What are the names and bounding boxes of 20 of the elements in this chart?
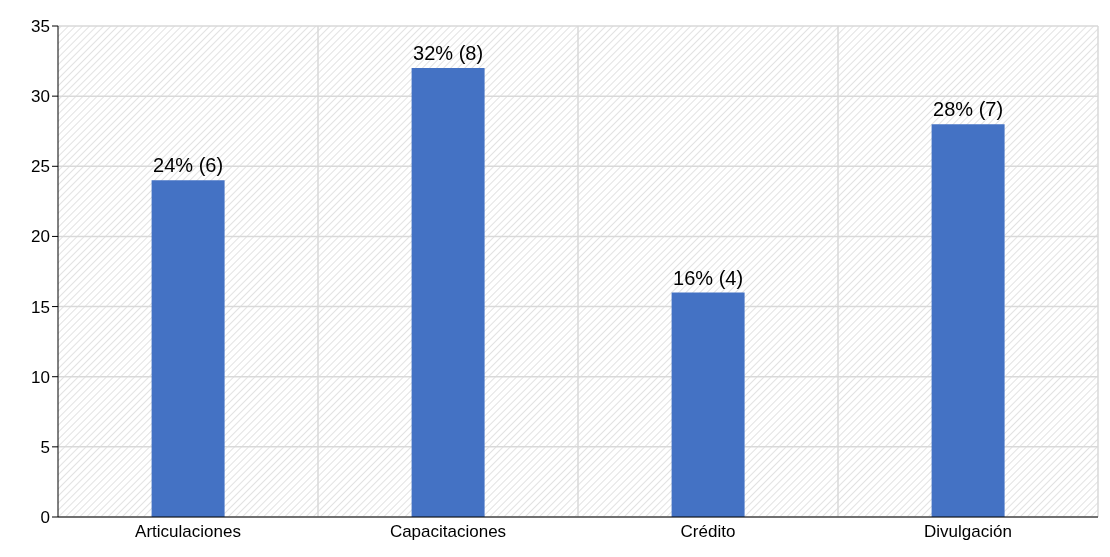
data-label: 32% (8) — [413, 42, 484, 65]
bar — [151, 180, 225, 517]
data-label: 16% (4) — [673, 266, 744, 289]
y-tick-label: 5 — [40, 437, 50, 457]
y-tick-label: 10 — [31, 367, 50, 387]
y-tick-label: 35 — [31, 17, 50, 37]
x-tick-label: Crédito — [680, 522, 736, 542]
data-label: 28% (7) — [933, 98, 1004, 121]
x-tick-label: Articulaciones — [135, 522, 241, 542]
y-tick-label: 20 — [31, 227, 50, 247]
y-tick-label: 30 — [31, 87, 50, 107]
x-tick-label: Capacitaciones — [389, 522, 507, 542]
x-tick-label: Divulgación — [924, 522, 1012, 542]
bar — [411, 68, 485, 517]
data-label: 24% (6) — [153, 154, 224, 177]
y-tick-label: 0 — [40, 508, 50, 528]
bar — [671, 292, 745, 517]
y-tick-label: 15 — [31, 297, 50, 317]
y-tick-label: 25 — [31, 157, 50, 177]
bar — [931, 124, 1005, 517]
